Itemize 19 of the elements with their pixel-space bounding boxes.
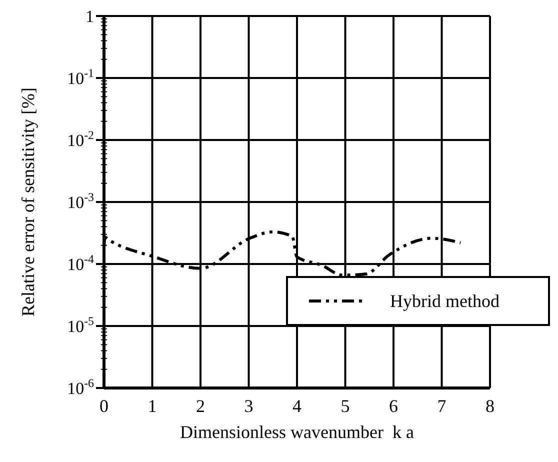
x-tick-label: 5	[340, 396, 350, 416]
y-tick-label: 10$^{-6}$	[67, 376, 94, 398]
x-tick-label: 4	[292, 396, 302, 416]
x-tick-label: 3	[244, 396, 254, 416]
y-tick-label: 10$^{-5}$	[67, 314, 94, 336]
y-tick-label: 10$^{-1}$	[67, 66, 94, 88]
y-axis-title: Relative error of sensitivity [%]	[18, 88, 38, 316]
x-tick-label: 2	[196, 396, 205, 416]
legend-label: Hybrid method	[390, 291, 500, 311]
x-axis-title: Dimensionless wavenumber k a	[180, 422, 414, 442]
x-tick-label: 8	[486, 396, 494, 416]
y-tick-label: 1	[86, 7, 94, 26]
y-tick-label: 10$^{-2}$	[67, 128, 94, 150]
y-tick-label: 10$^{-4}$	[67, 252, 94, 274]
x-tick-label: 7	[437, 396, 446, 416]
y-tick-label: 10$^{-3}$	[67, 190, 94, 212]
x-tick-label: 1	[148, 396, 157, 416]
x-tick-label: 6	[389, 396, 398, 416]
x-tick-label: 0	[100, 396, 108, 416]
